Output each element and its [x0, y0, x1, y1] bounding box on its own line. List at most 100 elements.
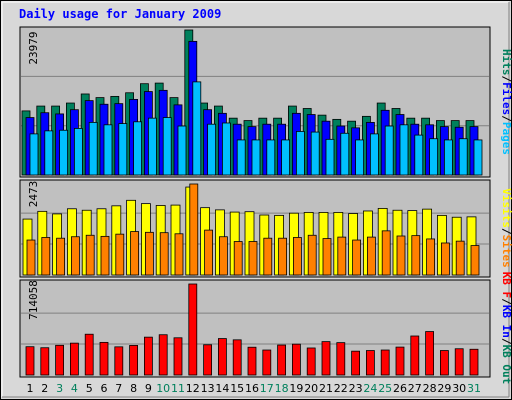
bar-kb-f-day-31	[469, 348, 479, 376]
panel-visits-sites: 2473 Visits/Sites	[19, 179, 512, 278]
bar-kb-f-day-27	[410, 335, 420, 376]
bar-sites-day-6	[100, 235, 110, 276]
bar-kb-f-day-2	[40, 347, 50, 376]
bar-sites-day-22	[337, 236, 347, 276]
legend-entry: KB In	[500, 305, 512, 338]
bar-pages-day-28	[429, 138, 439, 176]
day-label-8: 8	[130, 382, 137, 395]
day-label-26: 26	[393, 382, 407, 395]
panel-visits-ymax-label: 2473	[27, 181, 40, 208]
day-label-1: 1	[27, 382, 34, 395]
day-label-13: 13	[201, 382, 215, 395]
day-label-21: 21	[319, 382, 333, 395]
bar-pages-day-3	[59, 129, 68, 176]
day-label-31: 31	[467, 382, 481, 395]
bar-sites-day-1	[26, 239, 36, 276]
bar-kb-f-day-23	[351, 350, 361, 376]
day-label-11: 11	[171, 382, 185, 395]
legend-entry: /	[500, 76, 512, 83]
bar-pages-day-15	[236, 139, 246, 176]
bar-kb-f-day-8	[129, 345, 139, 376]
bar-sites-day-24	[366, 236, 376, 276]
bar-kb-f-day-28	[425, 331, 435, 376]
bar-pages-day-24	[369, 133, 379, 176]
bar-kb-f-day-20	[306, 347, 316, 376]
bar-pages-day-1	[29, 133, 39, 176]
day-label-7: 7	[115, 382, 122, 395]
bar-kb-f-day-19	[291, 343, 301, 376]
day-label-28: 28	[423, 382, 437, 395]
panel-hits-legend: Hits/Files/Pages	[500, 49, 512, 155]
bar-sites-day-5	[85, 234, 95, 276]
day-label-24: 24	[363, 382, 377, 395]
bar-kb-f-day-6	[99, 341, 109, 376]
legend-entry: Visits	[500, 188, 512, 228]
bar-sites-day-17	[263, 237, 273, 276]
day-label-9: 9	[145, 382, 152, 395]
bar-kb-f-day-11	[173, 337, 183, 376]
bar-kb-f-day-25	[380, 349, 390, 376]
day-label-5: 5	[86, 382, 93, 395]
bar-pages-day-5	[88, 121, 98, 176]
day-label-20: 20	[304, 382, 318, 395]
bar-kb-f-day-22	[336, 342, 346, 376]
bar-pages-day-21	[325, 138, 335, 176]
bar-kb-f-day-3	[55, 344, 64, 376]
day-label-19: 19	[289, 382, 303, 395]
bar-pages-day-4	[74, 128, 83, 176]
bar-kb-f-day-7	[114, 346, 124, 376]
bar-pages-day-23	[355, 139, 365, 176]
legend-entry: Sites	[500, 235, 512, 268]
bar-kb-f-day-16	[247, 346, 257, 376]
panel-hits-ymax-label: 23979	[27, 31, 40, 64]
bar-sites-day-2	[41, 237, 51, 276]
legend-entry: Files	[500, 82, 512, 115]
day-label-6: 6	[101, 382, 108, 395]
legend-entry: KB F	[500, 272, 512, 299]
bar-pages-day-12	[192, 81, 202, 176]
bar-sites-day-27	[411, 235, 421, 276]
bar-kb-f-day-18	[277, 344, 287, 376]
legend-entry: Hits	[500, 49, 512, 76]
bar-sites-day-16	[248, 241, 258, 276]
bar-kb-f-day-4	[70, 342, 79, 376]
bar-pages-day-20	[310, 131, 320, 176]
legend-entry: /	[500, 338, 512, 345]
day-label-23: 23	[349, 382, 363, 395]
bar-sites-day-30	[455, 240, 465, 276]
day-label-4: 4	[71, 382, 78, 395]
panel-kbytes-ymax-label: 714058	[27, 280, 40, 320]
bar-pages-day-14	[221, 122, 231, 176]
bar-kb-f-day-1	[25, 346, 35, 376]
panel-visits-bars	[22, 183, 480, 276]
bar-kb-f-day-17	[262, 349, 272, 376]
bar-sites-day-3	[56, 237, 65, 276]
bar-sites-day-10	[159, 232, 169, 276]
bar-sites-day-31	[470, 245, 480, 276]
day-label-3: 3	[56, 382, 63, 395]
bar-sites-day-18	[278, 237, 288, 276]
x-axis-day-labels: 1 2 3 4 5 6 7 8 9 10 11 12 13 14 15 16 17 18 19 20 21 22 23 24 2…	[27, 382, 482, 395]
bar-pages-day-22	[340, 132, 350, 176]
day-label-30: 30	[452, 382, 466, 395]
chart-title: Daily usage for January 2009	[19, 7, 221, 21]
day-label-18: 18	[275, 382, 289, 395]
day-label-16: 16	[245, 382, 259, 395]
day-label-12: 12	[186, 382, 200, 395]
bar-pages-day-11	[177, 125, 187, 176]
bar-kb-f-day-29	[439, 350, 449, 376]
day-label-10: 10	[156, 382, 170, 395]
bar-sites-day-9	[144, 231, 154, 276]
bar-pages-day-10	[162, 117, 172, 176]
day-label-2: 2	[41, 382, 48, 395]
bar-pages-day-8	[133, 121, 143, 176]
bar-sites-day-13	[204, 229, 214, 276]
bar-sites-day-23	[352, 239, 362, 276]
bar-sites-day-4	[71, 236, 80, 276]
panel-hits-files-pages: 23979 Hits/Files/Pages	[19, 26, 512, 178]
bar-pages-day-31	[473, 139, 483, 176]
bar-sites-day-29	[440, 242, 450, 276]
bar-sites-day-28	[426, 238, 436, 276]
bar-kb-f-day-30	[454, 348, 464, 376]
bar-pages-day-29	[443, 139, 453, 176]
